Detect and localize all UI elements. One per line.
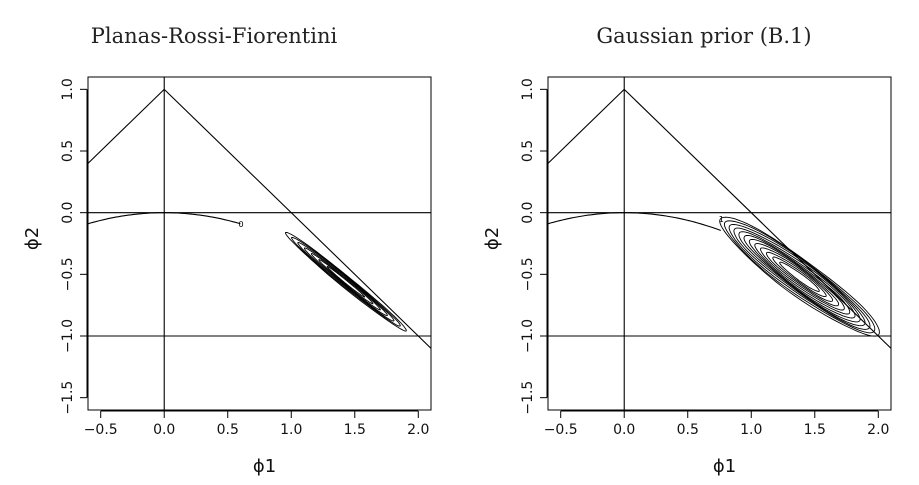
contour-level-5 <box>318 259 374 305</box>
y-tick-label: −1.0 <box>520 319 536 353</box>
y-tick-label: −1.5 <box>60 381 76 415</box>
contour-level-1 <box>723 220 876 334</box>
y-tick-label: 0.5 <box>60 140 76 162</box>
contour-level-2 <box>297 242 395 322</box>
x-tick-label: 1.0 <box>740 422 762 438</box>
x-tick-label: 0.0 <box>153 422 175 438</box>
contour-level-2 <box>728 224 871 330</box>
y-tick-label: 1.0 <box>520 78 536 100</box>
contour-level-11 <box>779 261 820 292</box>
y-tick-label: −1.0 <box>60 319 76 353</box>
stationarity-line-right <box>163 88 431 349</box>
complex-root-boundary-curve <box>548 212 721 232</box>
x-tick-label: 1.0 <box>280 422 302 438</box>
y-axis-label: ϕ2 <box>482 227 503 250</box>
contour-level-0 <box>719 216 880 337</box>
x-axis-label: ϕ1 <box>253 456 276 477</box>
y-tick-label: −0.5 <box>520 257 536 291</box>
y-tick-label: 0.5 <box>520 140 536 162</box>
x-tick-label: 2.0 <box>407 422 429 438</box>
x-tick-label: −0.5 <box>84 422 118 438</box>
contour-level-0 <box>285 231 407 332</box>
contour-level-4 <box>310 253 381 311</box>
y-tick-label: 0.0 <box>520 202 536 224</box>
plot-area: 0 <box>88 77 431 410</box>
contour-level-4 <box>738 231 861 323</box>
y-axis-label: ϕ2 <box>22 227 43 250</box>
stationarity-line-left <box>88 88 165 164</box>
plot-frame <box>87 76 432 411</box>
chart-title: Gaussian prior (B.1) <box>596 24 811 48</box>
y-tick-label: −0.5 <box>60 257 76 291</box>
stationarity-line-right <box>623 88 891 349</box>
stationarity-line-left <box>548 88 625 164</box>
y-tick-label: 1.0 <box>60 78 76 100</box>
complex-root-boundary-curve <box>88 212 241 225</box>
y-tick-label: 0.0 <box>60 202 76 224</box>
contour-panel-gaussian: Gaussian prior (B.1) 1 −0.5 0.0 0.5 1.0 1.5 2.0… <box>482 24 892 477</box>
x-tick-label: 0.5 <box>677 422 699 438</box>
contour-label: 0 <box>238 220 243 229</box>
x-axis-label: ϕ1 <box>713 456 736 477</box>
contour-level-1 <box>291 236 401 327</box>
contour-level-5 <box>743 234 856 319</box>
contour-label: 1 <box>719 215 724 224</box>
contour-level-3 <box>733 227 866 327</box>
contour-level-9 <box>766 251 834 302</box>
plot-frame <box>547 76 892 411</box>
x-tick-label: 2.0 <box>867 422 889 438</box>
contour-level-6 <box>748 238 851 315</box>
contour-panel-prf: Planas-Rossi-Fiorentini 0 −0.5 0.0 0.5 1.0 1.5… <box>22 24 432 477</box>
contour-level-8 <box>760 247 840 307</box>
contour-level-6 <box>326 265 366 298</box>
contour-level-3 <box>303 247 388 317</box>
contour-level-10 <box>772 256 827 298</box>
chart-title: Planas-Rossi-Fiorentini <box>91 24 338 48</box>
x-tick-label: 0.5 <box>217 422 239 438</box>
x-tick-label: 1.5 <box>804 422 826 438</box>
plot-area: 1 <box>548 77 891 410</box>
contour-level-7 <box>754 243 845 311</box>
x-tick-label: 0.0 <box>613 422 635 438</box>
x-tick-label: −0.5 <box>544 422 578 438</box>
y-tick-label: −1.5 <box>520 381 536 415</box>
x-tick-label: 1.5 <box>344 422 366 438</box>
